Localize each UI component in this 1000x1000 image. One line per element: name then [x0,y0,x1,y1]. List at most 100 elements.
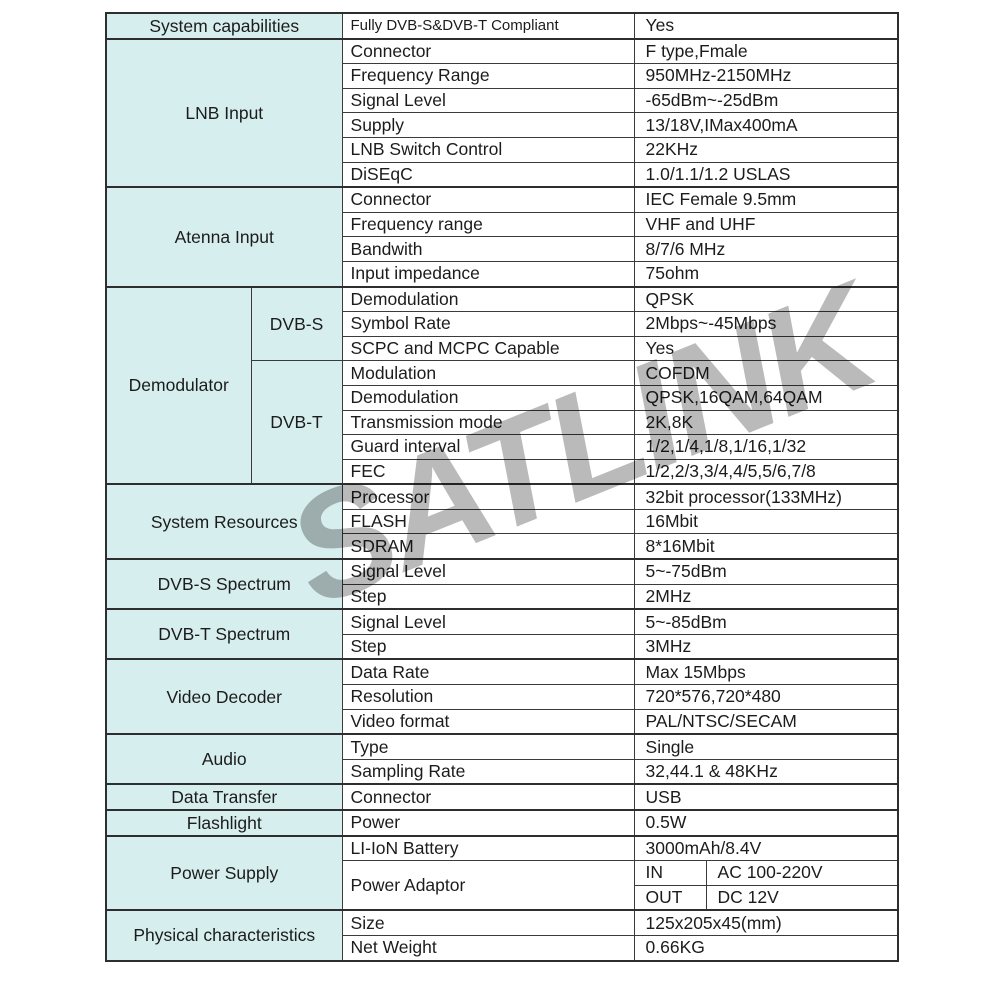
spec-value-cell: AC 100-220V [705,860,899,886]
table-row: Frequency Range 950MHz-2150MHz [106,63,899,89]
spec-label-cell: Video format [341,708,635,735]
category-cell: Video Decoder [105,658,343,735]
spec-value-cell: 1/2,1/4,1/8,1/16,1/32 [633,434,899,460]
spec-label-cell: Connector [341,37,635,65]
spec-label-cell: SCPC and MCPC Capable [341,335,635,362]
spec-label-cell: Fully DVB-S&DVB-T Compliant [341,12,635,40]
table-row: Physical characteristics Size 125x205x45… [105,909,899,962]
spec-value-cell: 0.66KG [633,934,899,962]
spec-label-cell: Transmission mode [341,409,635,436]
table-row: DVB-T Spectrum Signal Level 5~-85dBm [105,608,899,660]
spec-value-cell: USB [633,783,899,811]
category-cell: Data Transfer [105,783,343,811]
spec-label-cell: FLASH [341,508,635,535]
spec-value-cell: 2MHz [633,583,899,610]
spec-value-cell: VHF and UHF [633,211,899,238]
table-row: Demodulator DVB-S Demodulation QPSK [105,285,899,485]
spec-value-cell: PAL/NTSC/SECAM [633,708,899,735]
category-cell: LNB Input [105,37,343,188]
spec-label-cell: DiSEqC [341,161,635,188]
spec-label-cell: Power Adaptor [341,860,635,911]
table-row: LNB Input Connector F type,Fmale [105,37,899,188]
table-row: DiSEqC 1.0/1.1/1.2 USLAS [106,161,899,188]
adaptor-port-cell: IN [633,860,707,886]
spec-value-cell: 2Mbps~-45Mbps [633,311,899,337]
spec-value-cell: Max 15Mbps [633,658,899,686]
spec-value-cell: DC 12V [705,884,899,911]
spec-value-cell: Single [633,733,899,760]
spec-value-cell: QPSK,16QAM,64QAM [633,384,899,411]
spec-value-cell: 125x205x45(mm) [633,909,899,936]
table-row: Power Adaptor IN AC 100-220V [106,860,899,911]
spec-label-cell: Step [341,583,635,610]
table-row: Atenna Input Connector IEC Female 9.5mm [105,186,899,288]
spec-label-cell: Signal Level [341,608,635,635]
spec-label-cell: Guard interval [341,434,635,460]
spec-label-cell: Power [341,809,635,837]
table-row: System Resources Processor 32bit process… [105,483,899,560]
spec-value-cell: 5~-75dBm [633,558,899,585]
spec-value-cell: 16Mbit [633,508,899,535]
table-row: Sampling Rate 32,44.1 & 48KHz [106,758,899,785]
spec-label-cell: Demodulation [341,285,635,313]
subcategory-cell: DVB-T [250,360,343,485]
category-cell: Flashlight [105,809,343,837]
spec-label-cell: SDRAM [341,533,635,560]
table-row: SCPC and MCPC Capable Yes [106,335,899,362]
table-row: Flashlight Power 0.5W [105,809,899,837]
spec-label-cell: Connector [341,186,635,213]
spec-label-cell: LI-IoN Battery [341,834,635,862]
category-cell: Physical characteristics [105,909,343,962]
table-row: Net Weight 0.66KG [106,934,899,962]
table-row: DVB-S Spectrum Signal Level 5~-75dBm [105,558,899,610]
spec-value-cell: 1/2,2/3,3/4,4/5,5/6,7/8 [633,458,899,485]
category-cell: Power Supply [105,834,343,911]
spec-value-cell: 0.5W [633,809,899,837]
spec-label-cell: Bandwith [341,236,635,262]
spec-table: System capabilities Fully DVB-S&DVB-T Co… [105,12,900,962]
table-row: Power Supply LI-IoN Battery 3000mAh/8.4V [105,834,899,911]
spec-label-cell: LNB Switch Control [341,136,635,163]
spec-label-cell: Signal Level [341,558,635,585]
category-cell: System Resources [105,483,343,560]
spec-label-cell: Processor [341,483,635,510]
spec-label-cell: Supply [341,112,635,138]
spec-value-cell: QPSK [633,285,899,313]
table-row: Demodulation QPSK,16QAM,64QAM [106,384,899,411]
spec-value-cell: COFDM [633,360,899,386]
spec-label-cell: Resolution [341,684,635,710]
spec-value-cell: 5~-85dBm [633,608,899,635]
table-row: System capabilities Fully DVB-S&DVB-T Co… [105,12,899,40]
spec-value-cell: 75ohm [633,260,899,288]
category-cell: Audio [105,733,343,785]
table-row: Frequency range VHF and UHF [106,211,899,238]
spec-label-cell: Type [341,733,635,760]
table-row: Data Transfer Connector USB [105,783,899,811]
category-cell: DVB-T Spectrum [105,608,343,660]
spec-value-cell: 720*576,720*480 [633,684,899,710]
spec-value-cell: IEC Female 9.5mm [633,186,899,213]
spec-label-cell: Input impedance [341,260,635,288]
spec-label-cell: Signal Level [341,87,635,114]
spec-label-cell: Frequency range [341,211,635,238]
spec-label-cell: FEC [341,458,635,485]
adaptor-port-cell: OUT [633,884,707,911]
table-row: Supply 13/18V,IMax400mA [106,112,899,138]
spec-label-cell: Data Rate [341,658,635,686]
category-cell: Demodulator [105,285,252,485]
category-cell: System capabilities [105,12,343,40]
table-row: Audio Type Single [105,733,899,785]
table-row: Input impedance 75ohm [106,260,899,288]
spec-label-cell: Symbol Rate [341,311,635,337]
spec-value-cell: 3000mAh/8.4V [633,834,899,862]
spec-value-cell: 3MHz [633,633,899,660]
spec-value-cell: 8/7/6 MHz [633,236,899,262]
category-cell: DVB-S Spectrum [105,558,343,610]
table-row: LNB Switch Control 22KHz [106,136,899,163]
spec-value-cell: 1.0/1.1/1.2 USLAS [633,161,899,188]
spec-label-cell: Sampling Rate [341,758,635,785]
spec-value-cell: Yes [633,335,899,362]
spec-value-cell: Yes [633,12,899,40]
spec-value-cell: -65dBm~-25dBm [633,87,899,114]
spec-label-cell: Size [341,909,635,936]
